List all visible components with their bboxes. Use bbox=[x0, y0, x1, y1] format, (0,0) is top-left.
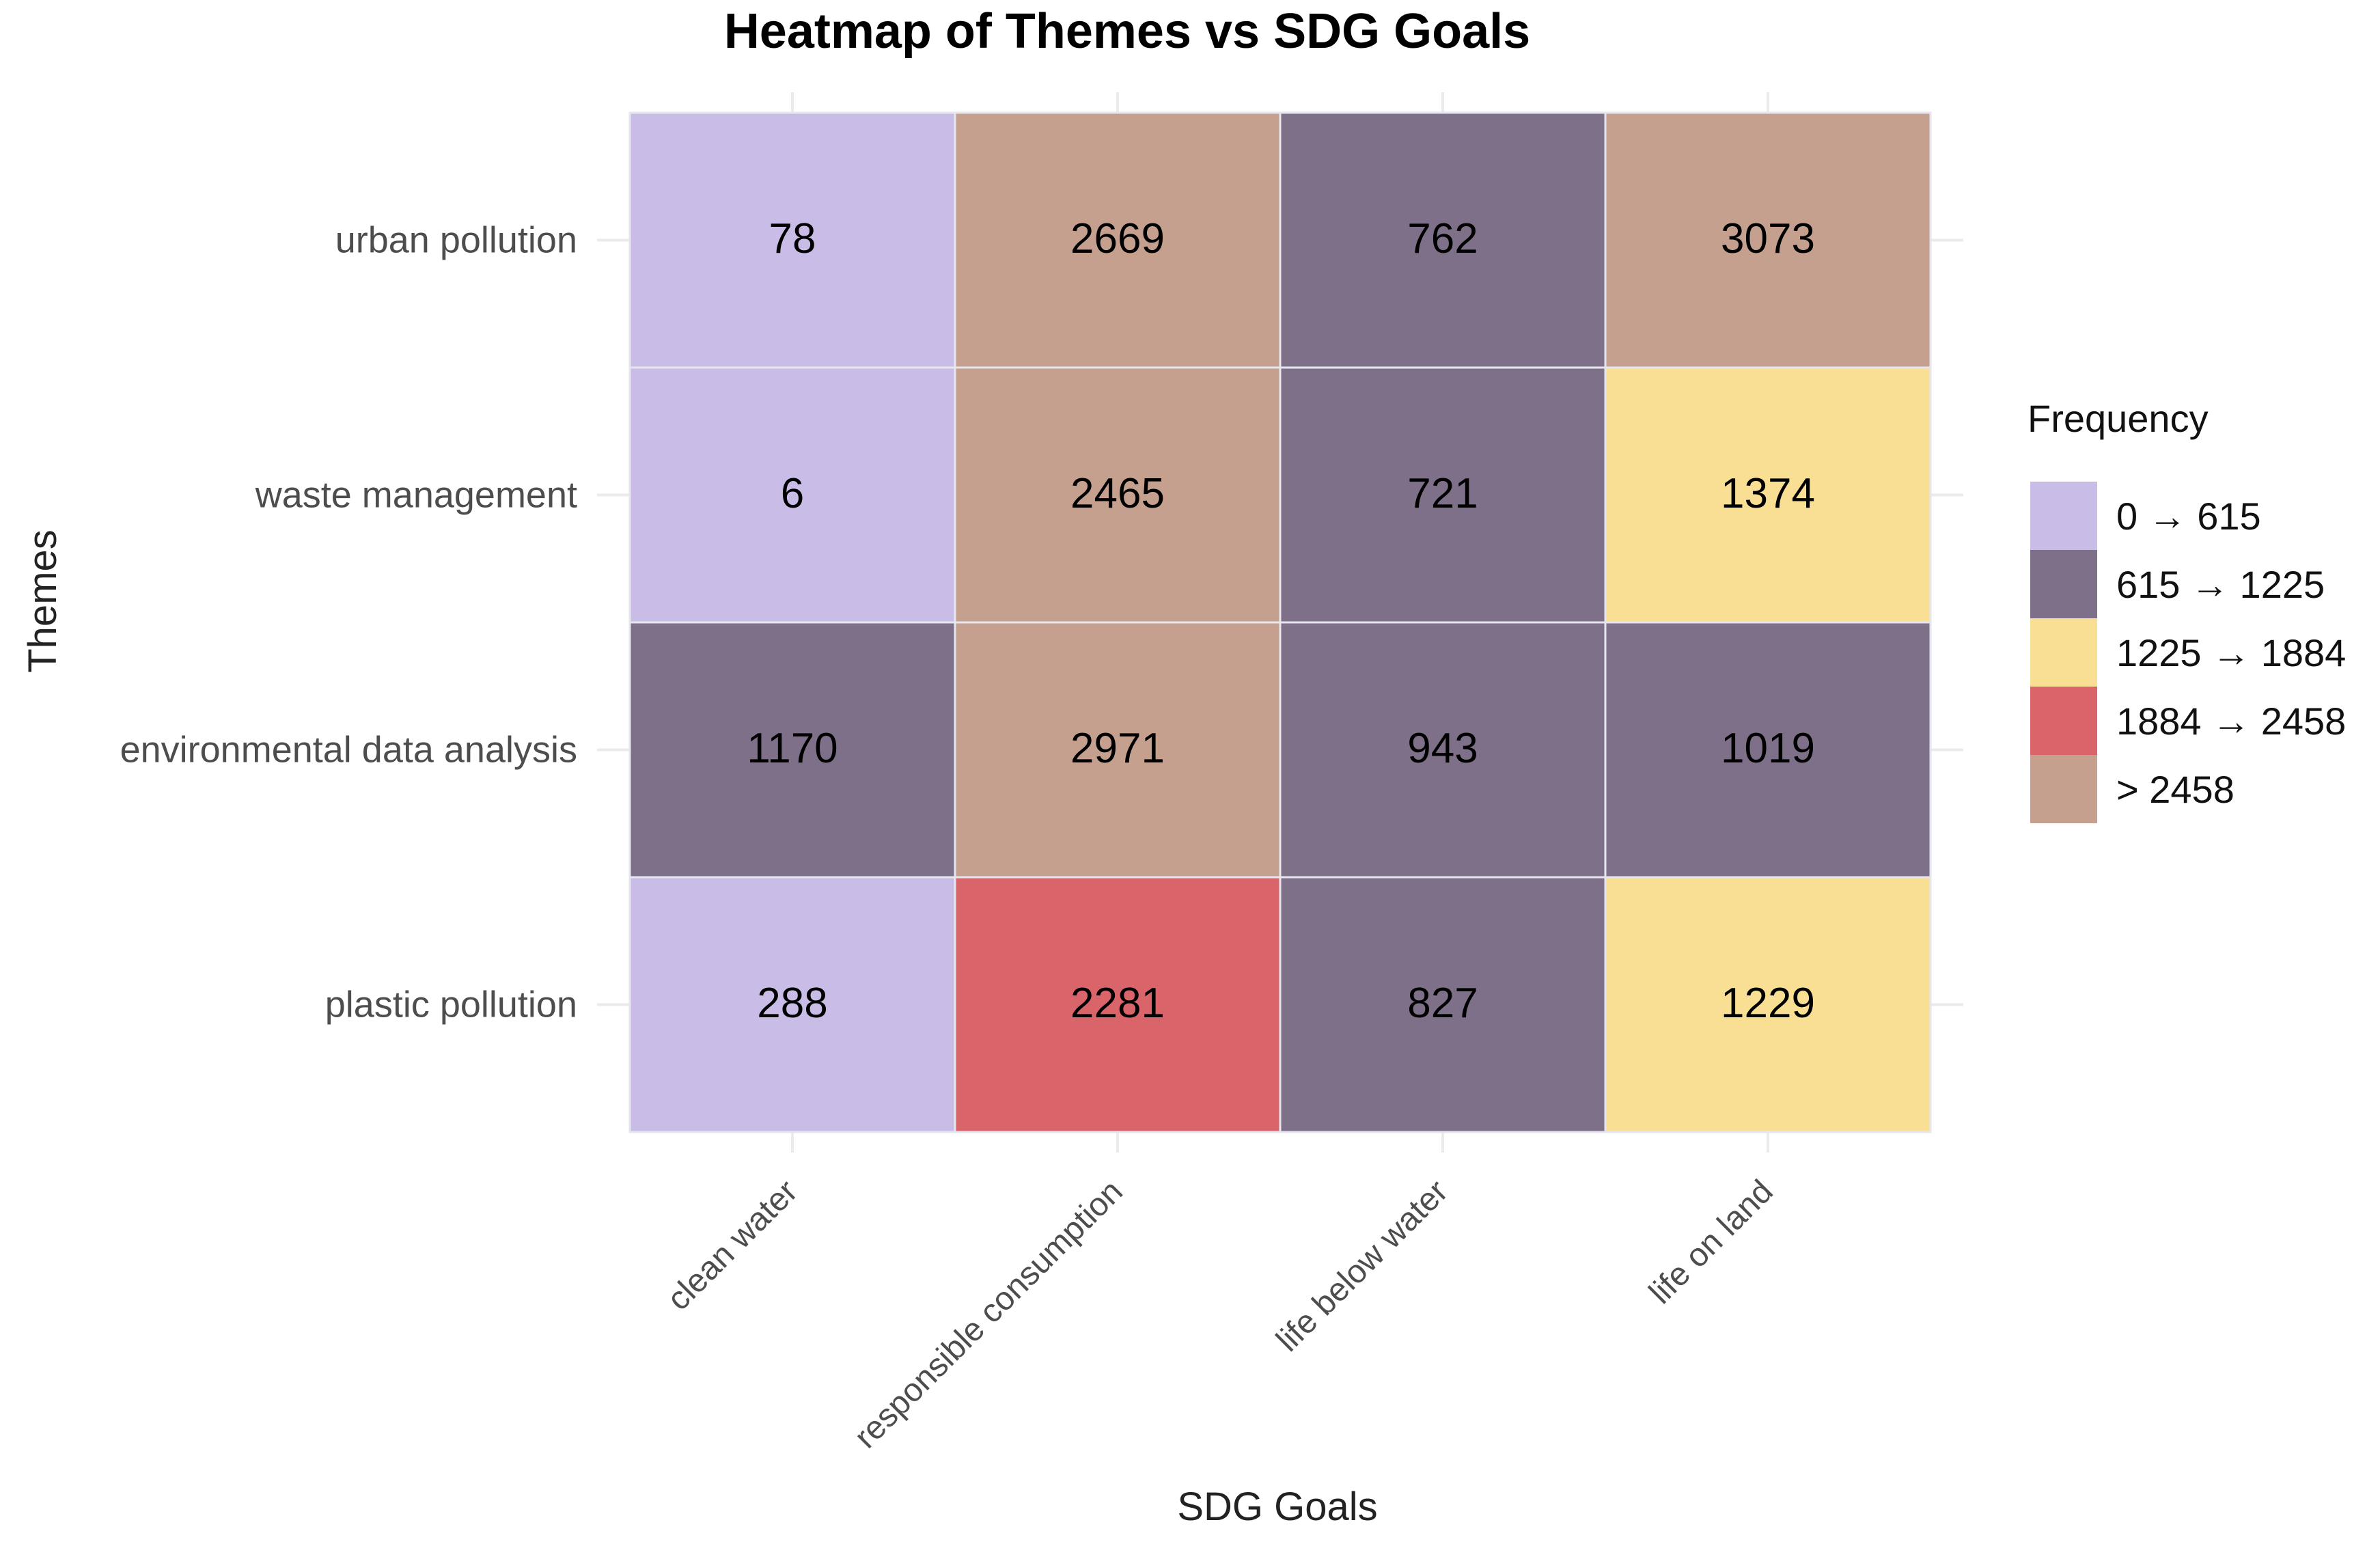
legend-key bbox=[2030, 482, 2097, 550]
y-tick-label: environmental data analysis bbox=[120, 730, 577, 771]
legend-label: > 2458 bbox=[2116, 768, 2234, 811]
heatmap-cell bbox=[628, 111, 956, 369]
heatmap-cell bbox=[1604, 366, 1932, 624]
heatmap-cell bbox=[1604, 111, 1932, 369]
heatmap-cell bbox=[954, 366, 1282, 624]
chart-title: Heatmap of Themes vs SDG Goals bbox=[724, 4, 1530, 59]
y-tick-label: waste management bbox=[255, 475, 577, 516]
legend-key bbox=[2030, 618, 2097, 687]
x-tick-label: clean water bbox=[661, 1173, 805, 1317]
x-axis-ticks: clean water responsible consumption life b… bbox=[661, 1173, 1780, 1455]
y-axis-label: Themes bbox=[20, 529, 65, 673]
cell-value-labels: 78 2669 762 3073 6 2465 721 1374 1170 2971 943 1019… bbox=[747, 215, 1815, 1027]
heatmap-cell bbox=[1279, 876, 1607, 1133]
legend-key bbox=[2030, 550, 2097, 618]
x-tick-label: life on land bbox=[1642, 1173, 1780, 1311]
heatmap-cells bbox=[628, 111, 1932, 1133]
legend-label: 615 → 1225 bbox=[2116, 563, 2325, 606]
cell-value-label: 762 bbox=[1407, 215, 1478, 262]
y-tick-label: plastic pollution bbox=[325, 984, 577, 1025]
legend-label: 0 → 615 bbox=[2116, 495, 2261, 538]
heatmap-cell bbox=[954, 111, 1282, 369]
cell-value-label: 943 bbox=[1407, 725, 1478, 772]
heatmap-cell bbox=[954, 876, 1282, 1133]
heatmap-cell bbox=[628, 876, 956, 1133]
heatmap-cell bbox=[1604, 876, 1932, 1133]
x-tick-label: life below water bbox=[1269, 1173, 1454, 1358]
heatmap-cell bbox=[1604, 621, 1932, 879]
legend: Frequency 0 → 615 615 → 1225 1225 → 1884 18… bbox=[2028, 397, 2346, 823]
heatmap-cell bbox=[1279, 366, 1607, 624]
cell-value-label: 1019 bbox=[1721, 725, 1815, 772]
legend-label: 1884 → 2458 bbox=[2116, 700, 2346, 743]
cell-value-label: 288 bbox=[757, 980, 827, 1027]
cell-value-label: 827 bbox=[1407, 980, 1478, 1027]
cell-value-label: 2971 bbox=[1070, 725, 1165, 772]
legend-items: 0 → 615 615 → 1225 1225 → 1884 1884 → 2458 >… bbox=[2030, 482, 2346, 823]
cell-value-label: 78 bbox=[769, 215, 816, 262]
cell-value-label: 6 bbox=[781, 470, 804, 517]
y-axis-ticks: urban pollution waste management environme… bbox=[120, 220, 577, 1025]
cell-value-label: 2669 bbox=[1070, 215, 1165, 262]
cell-value-label: 721 bbox=[1407, 470, 1478, 517]
cell-value-label: 2465 bbox=[1070, 470, 1165, 517]
cell-value-label: 1374 bbox=[1721, 470, 1815, 517]
cell-value-label: 1170 bbox=[747, 725, 838, 772]
legend-key bbox=[2030, 755, 2097, 823]
heatmap-cell bbox=[1279, 111, 1607, 369]
x-axis-label: SDG Goals bbox=[1177, 1485, 1377, 1529]
legend-label: 1225 → 1884 bbox=[2116, 631, 2346, 674]
cell-value-label: 3073 bbox=[1721, 215, 1815, 262]
heatmap-cell bbox=[1279, 621, 1607, 879]
cell-value-label: 1229 bbox=[1721, 980, 1815, 1027]
x-tick-label: responsible consumption bbox=[848, 1173, 1130, 1455]
y-tick-label: urban pollution bbox=[335, 220, 577, 261]
legend-title: Frequency bbox=[2028, 397, 2209, 440]
cell-value-label: 2281 bbox=[1070, 980, 1165, 1027]
legend-key bbox=[2030, 687, 2097, 755]
